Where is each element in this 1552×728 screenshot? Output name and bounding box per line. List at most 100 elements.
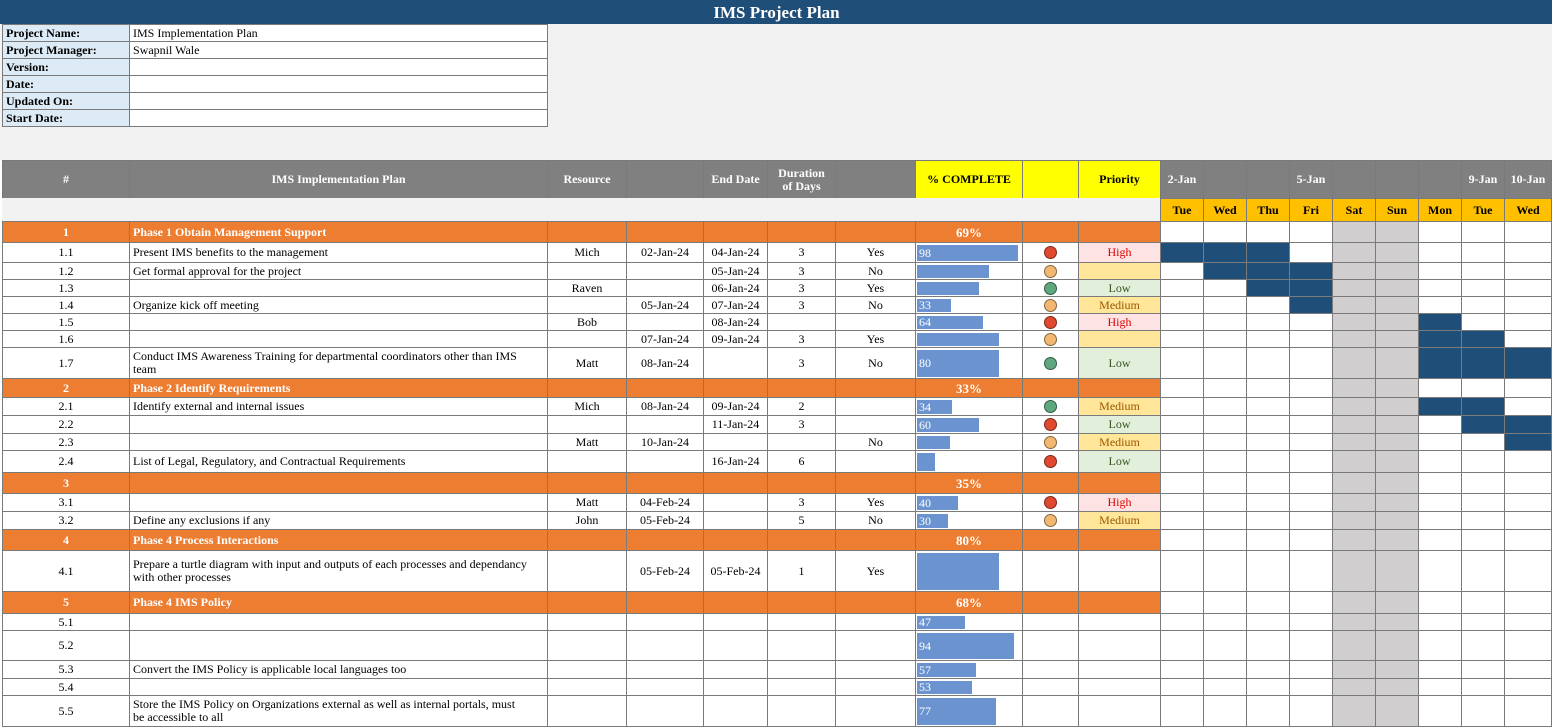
task-complete-cell: 60	[915, 415, 1023, 434]
task-id: 1.6	[2, 330, 130, 348]
task-duration: 3	[767, 347, 836, 379]
gantt-cell	[1461, 397, 1505, 416]
gantt-cell	[1332, 472, 1376, 494]
task-resource: Matt	[547, 347, 627, 379]
task-name: List of Legal, Regulatory, and Contractu…	[129, 450, 548, 473]
gantt-cell	[1418, 347, 1462, 379]
complete-bar: 33	[917, 299, 951, 312]
task-id: 2.2	[2, 415, 130, 434]
phase-num: 3	[2, 472, 130, 494]
task-resource	[547, 415, 627, 434]
gantt-cell	[1289, 550, 1333, 592]
gantt-cell	[1375, 660, 1419, 679]
day-weekday: Mon	[1418, 198, 1462, 222]
gantt-cell	[1332, 378, 1376, 398]
subheader-band	[2, 198, 1161, 222]
gantt-cell	[1461, 296, 1505, 314]
status-dot	[1044, 418, 1057, 431]
task-name	[129, 678, 548, 696]
gantt-cell	[1375, 630, 1419, 661]
gantt-cell	[1504, 397, 1552, 416]
status-dot	[1044, 281, 1057, 295]
gantt-cell	[1461, 529, 1505, 551]
task-deliverable	[835, 313, 916, 331]
task-complete-cell	[915, 262, 1023, 280]
task-name	[129, 630, 548, 661]
day-weekday: Sun	[1375, 198, 1419, 222]
phase-cell	[1078, 529, 1161, 551]
day-weekday: Wed	[1203, 198, 1247, 222]
task-priority: Medium	[1078, 397, 1161, 416]
task-complete-cell: 80	[915, 347, 1023, 379]
gantt-cell	[1504, 262, 1552, 280]
task-resource: Raven	[547, 279, 627, 297]
complete-bar: 77	[917, 698, 997, 725]
day-weekday: Tue	[1461, 198, 1505, 222]
gantt-cell	[1332, 262, 1376, 280]
gantt-cell	[1418, 330, 1462, 348]
task-status-cell	[1022, 296, 1079, 314]
column-header: End Date	[703, 160, 768, 199]
gantt-cell	[1332, 296, 1376, 314]
gantt-cell	[1203, 242, 1247, 263]
task-start: 07-Jan-24	[626, 330, 704, 348]
gantt-cell	[1332, 630, 1376, 661]
task-duration	[767, 613, 836, 631]
task-name: Store the IMS Policy on Organizations ex…	[129, 695, 548, 727]
phase-title	[129, 472, 548, 494]
gantt-cell	[1418, 613, 1462, 631]
gantt-cell	[1289, 613, 1333, 631]
gantt-cell	[1332, 450, 1376, 473]
info-label: Version:	[2, 58, 130, 76]
task-start: 05-Feb-24	[626, 550, 704, 592]
status-dot	[1044, 298, 1057, 312]
task-duration: 3	[767, 415, 836, 434]
task-priority: Medium	[1078, 433, 1161, 451]
gantt-cell	[1375, 450, 1419, 473]
task-id: 2.4	[2, 450, 130, 473]
gantt-cell	[1375, 313, 1419, 331]
gantt-cell	[1332, 678, 1376, 696]
gantt-cell	[1246, 695, 1290, 727]
gantt-cell	[1289, 242, 1333, 263]
phase-cell	[767, 221, 836, 243]
task-duration	[767, 630, 836, 661]
gantt-cell	[1418, 433, 1462, 451]
task-complete-cell	[915, 279, 1023, 297]
column-header: Priority	[1078, 160, 1161, 199]
column-header	[835, 160, 916, 199]
gantt-cell	[1461, 695, 1505, 727]
phase-title: Phase 2 Identify Requirements	[129, 378, 548, 398]
task-id: 1.7	[2, 347, 130, 379]
task-duration: 1	[767, 550, 836, 592]
status-dot	[1044, 246, 1057, 259]
gantt-cell	[1289, 347, 1333, 379]
gantt-cell	[1246, 347, 1290, 379]
gantt-cell	[1418, 279, 1462, 297]
task-end: 05-Feb-24	[703, 550, 768, 592]
gantt-cell	[1203, 450, 1247, 473]
gantt-cell	[1246, 279, 1290, 297]
task-resource: Matt	[547, 433, 627, 451]
gantt-cell	[1203, 550, 1247, 592]
phase-complete: 33%	[915, 378, 1023, 398]
task-end: 09-Jan-24	[703, 397, 768, 416]
gantt-cell	[1504, 330, 1552, 348]
task-id: 5.4	[2, 678, 130, 696]
gantt-cell	[1246, 378, 1290, 398]
info-value: Swapnil Wale	[129, 41, 548, 59]
task-id: 5.5	[2, 695, 130, 727]
task-deliverable: Yes	[835, 279, 916, 297]
gantt-cell	[1504, 279, 1552, 297]
task-id: 5.2	[2, 630, 130, 661]
task-priority: Low	[1078, 279, 1161, 297]
task-id: 3.2	[2, 511, 130, 530]
task-end: 08-Jan-24	[703, 313, 768, 331]
gantt-cell	[1332, 613, 1376, 631]
task-id: 4.1	[2, 550, 130, 592]
task-complete-cell: 94	[915, 630, 1023, 661]
task-name: Organize kick off meeting	[129, 296, 548, 314]
task-deliverable	[835, 660, 916, 679]
gantt-cell	[1289, 279, 1333, 297]
task-resource	[547, 613, 627, 631]
